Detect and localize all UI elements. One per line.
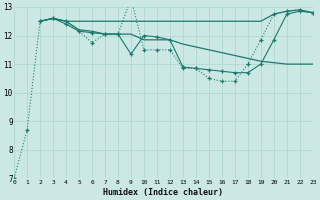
X-axis label: Humidex (Indice chaleur): Humidex (Indice chaleur) — [103, 188, 223, 197]
